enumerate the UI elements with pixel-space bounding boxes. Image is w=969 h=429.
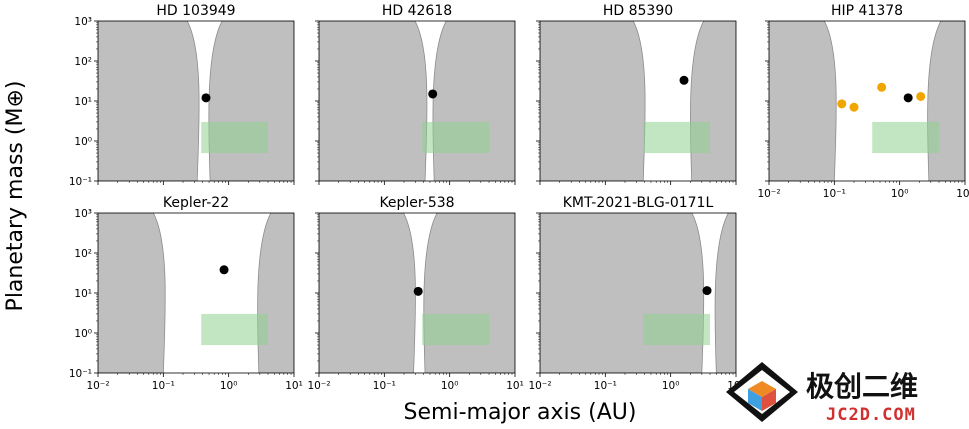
companion-planet-point xyxy=(916,91,926,101)
y-tick-label: 10⁻¹ xyxy=(69,368,92,380)
x-tick-label: 10⁰ xyxy=(662,380,680,392)
planet-point xyxy=(903,93,913,103)
unstable-region-outer xyxy=(432,21,515,181)
x-tick-label: 10⁰ xyxy=(891,188,909,200)
planet-point xyxy=(413,286,423,296)
plot-area xyxy=(98,21,294,181)
x-tick-label: 10⁻² xyxy=(757,188,780,200)
companion-planet-point xyxy=(877,82,887,92)
plot-area xyxy=(540,21,736,181)
plot-area xyxy=(319,21,515,181)
plot-area xyxy=(98,213,294,373)
y-tick-label: 10² xyxy=(74,56,92,68)
x-axis-label: Semi-major axis (AU) xyxy=(404,400,637,425)
unstable-region-inner xyxy=(319,21,428,181)
panel-4: HIP 41378 10⁻² 10⁻¹ 10⁰ 10¹ xyxy=(757,3,969,200)
planet-point xyxy=(219,265,229,275)
panel-grid: HD 103949 10⁻¹ 10⁰ 10¹ 10² 10³ HD 42618 HD 8539… xyxy=(69,3,969,392)
target-region-box xyxy=(643,121,711,154)
unstable-region-inner xyxy=(540,21,646,181)
planet-point xyxy=(679,75,689,85)
panel-title: Kepler-538 xyxy=(379,195,454,211)
unstable-region-outer xyxy=(208,21,294,181)
x-tick-label: 10⁰ xyxy=(220,380,238,392)
target-region-box xyxy=(422,121,490,154)
x-tick-label: 10⁻¹ xyxy=(594,380,617,392)
x-tick-label: 10⁻² xyxy=(528,380,551,392)
target-region-box xyxy=(201,313,269,346)
watermark-sub-text: JC2D.COM xyxy=(826,405,916,425)
y-tick-label: 10⁻¹ xyxy=(69,176,92,188)
x-tick-label: 10⁻¹ xyxy=(823,188,846,200)
y-tick-label: 10² xyxy=(74,248,92,260)
panel-title: HD 42618 xyxy=(382,3,452,19)
x-tick-label: 10⁻¹ xyxy=(152,380,175,392)
unstable-region-inner xyxy=(319,213,416,373)
x-tick-label: 10⁰ xyxy=(441,380,459,392)
panel-title: Kepler-22 xyxy=(163,195,229,211)
unstable-region-outer xyxy=(927,21,965,181)
y-tick-label: 10⁰ xyxy=(74,136,92,148)
y-tick-label: 10¹ xyxy=(74,96,92,108)
target-region-box xyxy=(201,121,269,154)
cube-icon xyxy=(726,362,798,422)
panel-title: HIP 41378 xyxy=(831,3,903,19)
planet-point xyxy=(702,286,712,296)
plot-area xyxy=(540,213,736,373)
target-region-box xyxy=(422,313,490,346)
y-tick-label: 10¹ xyxy=(74,288,92,300)
unstable-region-inner xyxy=(98,213,166,373)
unstable-region-outer xyxy=(257,213,294,373)
y-tick-label: 10³ xyxy=(74,208,92,220)
target-region-box xyxy=(872,121,940,154)
plot-area xyxy=(769,21,965,181)
panel-6: Kepler-538 10⁻² 10⁻¹ 10⁰ 10¹ xyxy=(307,195,523,392)
unstable-region-inner xyxy=(540,213,705,373)
x-tick-label: 10⁻² xyxy=(86,380,109,392)
x-tick-label: 10⁻¹ xyxy=(373,380,396,392)
panel-title: KMT-2021-BLG-0171L xyxy=(563,195,714,211)
watermark-main-text: 极创二维 xyxy=(806,370,918,403)
panel-1: HD 103949 10⁻¹ 10⁰ 10¹ 10² 10³ xyxy=(69,3,295,188)
unstable-region-inner xyxy=(769,21,837,181)
unstable-region-outer xyxy=(423,213,515,373)
companion-planet-point xyxy=(837,99,847,109)
x-tick-label: 10¹ xyxy=(956,188,969,200)
watermark-logo: 极创二维 JC2D.COM xyxy=(726,362,918,425)
plot-area xyxy=(319,213,515,373)
y-tick-label: 10⁰ xyxy=(74,328,92,340)
y-tick-label: 10³ xyxy=(74,16,92,28)
x-tick-label: 10⁻² xyxy=(307,380,330,392)
planet-point xyxy=(428,89,438,99)
panel-2: HD 42618 xyxy=(315,3,516,185)
x-tick-label: 10¹ xyxy=(506,380,524,392)
x-tick-label: 10¹ xyxy=(285,380,303,392)
panel-3: HD 85390 xyxy=(536,3,737,185)
panel-title: HD 85390 xyxy=(603,3,673,19)
unstable-region-outer xyxy=(689,21,736,181)
panel-title: HD 103949 xyxy=(156,3,235,19)
planet-point xyxy=(201,93,211,103)
unstable-region-inner xyxy=(98,21,200,181)
companion-planet-point xyxy=(849,102,859,112)
target-region-box xyxy=(643,313,711,346)
y-axis-label: Planetary mass (M⊕) xyxy=(3,81,28,312)
